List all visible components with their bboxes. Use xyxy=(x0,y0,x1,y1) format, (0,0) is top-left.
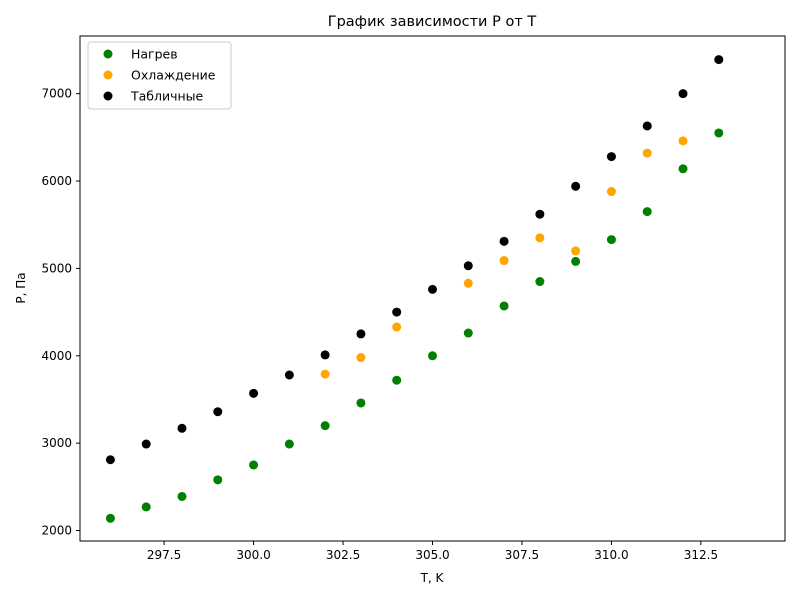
ticks-layer: 297.5 300.0 302.5 305.0 307.5 310.0 312.5 2000 3… xyxy=(41,87,718,562)
legend-box xyxy=(87,41,232,110)
x-tick-label: 302.5 xyxy=(326,548,360,562)
data-point-series-2 xyxy=(356,329,366,339)
data-point-series-1 xyxy=(535,233,545,243)
data-point-series-0 xyxy=(213,475,223,485)
legend-label: Нагрев xyxy=(131,47,178,62)
data-point-series-0 xyxy=(571,256,581,266)
data-point-series-0 xyxy=(356,398,366,408)
x-tick-label: 297.5 xyxy=(147,548,181,562)
data-point-series-2 xyxy=(535,209,545,219)
data-point-series-2 xyxy=(141,439,151,449)
y-tick-label: 2000 xyxy=(41,524,72,538)
data-point-series-0 xyxy=(499,301,509,311)
data-point-series-0 xyxy=(642,207,652,217)
legend-marker xyxy=(103,70,113,80)
data-point-series-0 xyxy=(177,491,187,501)
chart-title: График зависимости P от T xyxy=(328,14,537,30)
data-point-series-0 xyxy=(714,128,724,138)
data-point-series-2 xyxy=(678,89,688,99)
data-point-series-2 xyxy=(642,121,652,131)
plot-frame xyxy=(79,35,786,542)
legend-marker xyxy=(103,49,113,59)
x-tick-label: 312.5 xyxy=(684,548,718,562)
data-point-series-0 xyxy=(284,439,294,449)
data-point-series-2 xyxy=(392,307,402,317)
data-point-series-2 xyxy=(320,350,330,360)
data-point-series-0 xyxy=(392,375,402,385)
data-point-series-2 xyxy=(606,152,616,162)
data-point-series-2 xyxy=(105,455,115,465)
data-point-series-1 xyxy=(320,369,330,379)
data-point-series-1 xyxy=(571,246,581,256)
x-tick-label: 310.0 xyxy=(594,548,628,562)
data-point-series-0 xyxy=(141,502,151,512)
legend-label: Табличные xyxy=(130,89,204,104)
data-point-series-2 xyxy=(463,261,473,271)
legend: Нагрев Охлаждение Табличные xyxy=(87,41,232,110)
data-point-series-2 xyxy=(177,423,187,433)
data-point-series-0 xyxy=(320,421,330,431)
data-point-series-2 xyxy=(284,370,294,380)
y-tick-label: 6000 xyxy=(41,174,72,188)
points-layer xyxy=(105,55,724,523)
y-tick-label: 7000 xyxy=(41,87,72,101)
x-tick-label: 305.0 xyxy=(415,548,449,562)
data-point-series-1 xyxy=(463,278,473,288)
legend-marker xyxy=(103,91,113,101)
data-point-series-2 xyxy=(428,284,437,294)
y-tick-label: 5000 xyxy=(41,261,72,275)
data-point-series-1 xyxy=(678,136,688,146)
y-tick-label: 4000 xyxy=(41,349,72,363)
legend-label: Охлаждение xyxy=(131,68,216,83)
data-point-series-0 xyxy=(606,235,616,245)
x-axis-label: T, K xyxy=(420,571,445,585)
x-tick-label: 300.0 xyxy=(236,548,270,562)
data-point-series-0 xyxy=(428,351,437,361)
data-point-series-2 xyxy=(714,55,724,65)
data-point-series-1 xyxy=(392,322,402,332)
data-point-series-2 xyxy=(249,388,259,398)
data-point-series-0 xyxy=(535,277,545,287)
data-point-series-0 xyxy=(105,513,115,523)
data-point-series-1 xyxy=(356,353,366,363)
data-point-series-0 xyxy=(249,460,259,470)
data-point-series-1 xyxy=(642,148,652,158)
data-point-series-1 xyxy=(499,256,509,266)
data-point-series-2 xyxy=(499,236,509,246)
data-point-series-1 xyxy=(606,187,616,197)
data-point-series-2 xyxy=(213,407,223,417)
x-tick-label: 307.5 xyxy=(505,548,539,562)
y-axis-label: P, Па xyxy=(14,272,28,303)
y-tick-label: 3000 xyxy=(41,436,72,450)
data-point-series-2 xyxy=(571,181,581,191)
data-point-series-0 xyxy=(678,164,688,174)
data-point-series-0 xyxy=(463,328,473,338)
